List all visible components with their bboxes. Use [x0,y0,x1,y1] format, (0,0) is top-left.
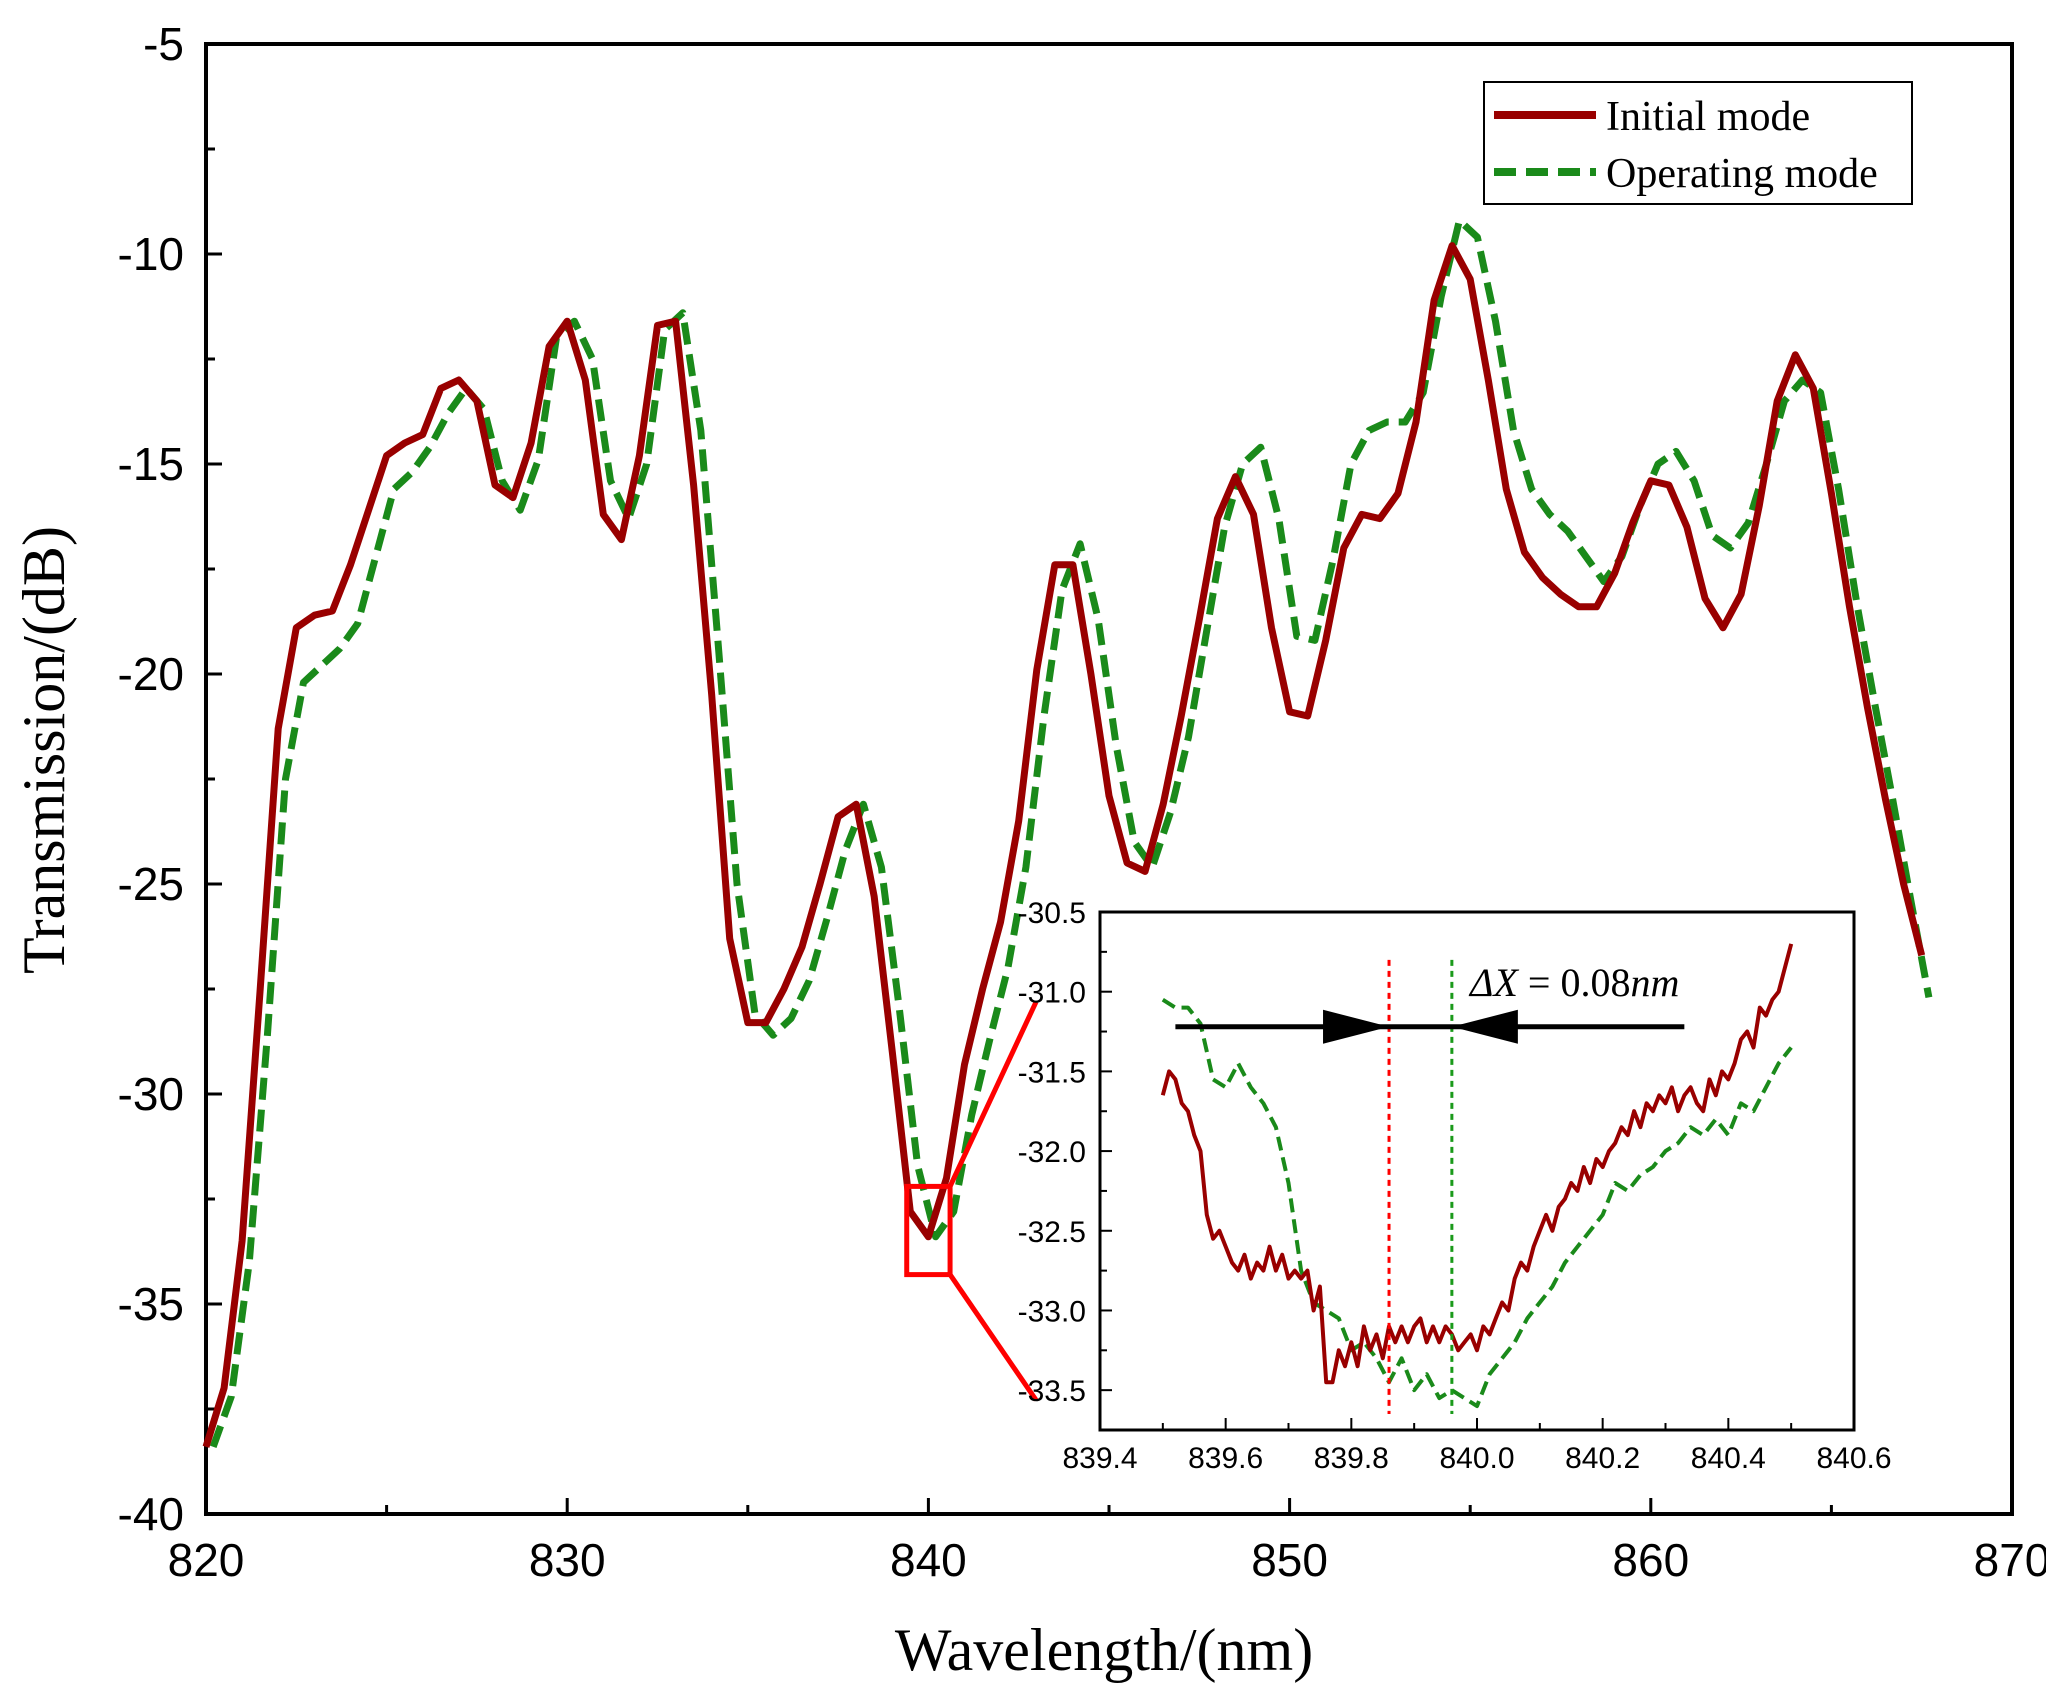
series-line-initial-mode [202,242,1926,1448]
inset-y-tick-label: -31.5 [1018,1056,1086,1089]
zoom-indicator [904,1000,1039,1402]
legend: Initial mode Operating mode [1483,81,1913,205]
y-tick-label: -40 [118,1488,184,1540]
inset-x-tick-labels: 839.4 839.6 839.8 840.0 840.2 840.4 840.6 [1062,1442,1891,1475]
main-y-tick-labels: -40 -35 -30 -25 -20 -15 -10 -5 [118,18,184,1540]
legend-label-initial: Initial mode [1606,94,1810,140]
legend-label-operating: Operating mode [1606,151,1878,197]
inset-x-tick-label: 840.4 [1691,1442,1766,1475]
main-axis-ticks [204,42,2014,1516]
inset-axis-ticks [1099,911,1855,1431]
zoom-connector-top [947,1000,1039,1188]
inset-series-line-initial-mode [1160,943,1794,1385]
inset-x-tick-label: 840.2 [1565,1442,1640,1475]
x-tick-label: 820 [168,1534,245,1586]
inset-y-tick-labels: -33.5 -33.0 -32.5 -32.0 -31.5 -31.0 -30.5 [1018,897,1086,1408]
inset-y-tick-label: -33.5 [1018,1375,1086,1408]
inset-x-tick-label: 840.0 [1439,1442,1514,1475]
x-tick-label: 860 [1612,1534,1689,1586]
arrow-head-left-pointing [1451,1009,1518,1044]
inset-chart: 839.4 839.6 839.8 840.0 840.2 840.4 840.6 -33.… [1018,897,1892,1475]
y-tick-label: -25 [118,858,184,910]
zoom-connector-bottom [948,1273,1039,1402]
inset-y-tick-label: -31.0 [1018,977,1086,1010]
delta-x-symbol: ΔX [1468,960,1519,1005]
x-axis-title: Wavelength/(nm) [895,1617,1313,1683]
inset-x-tick-label: 839.8 [1314,1442,1389,1475]
y-axis-title: Transmission/(dB) [11,526,77,974]
inset-series-line-operating-mode [1161,998,1793,1409]
delta-x-label: ΔX = 0.08nm [1468,960,1679,1005]
inset-y-tick-label: -32.5 [1018,1216,1086,1249]
x-tick-label: 830 [529,1534,606,1586]
y-tick-label: -30 [118,1068,184,1120]
inset-x-tick-label: 839.4 [1062,1442,1137,1475]
inset-y-tick-label: -30.5 [1018,897,1086,930]
delta-x-unit: nm [1630,960,1679,1005]
arrow-head-right-pointing [1323,1009,1390,1044]
main-series-layer [202,216,1933,1448]
y-tick-label: -15 [118,438,184,490]
x-tick-label: 850 [1251,1534,1328,1586]
y-tick-label: -5 [143,18,184,70]
inset-y-tick-label: -33.0 [1018,1295,1086,1328]
inset-series-layer [1160,943,1794,1409]
delta-x-value: = 0.08 [1518,960,1631,1005]
y-tick-label: -35 [118,1278,184,1330]
x-tick-label: 870 [1974,1534,2046,1586]
legend-box [1483,81,1913,205]
y-tick-label: -10 [118,228,184,280]
zoom-box [904,1183,953,1278]
inset-x-tick-label: 839.6 [1188,1442,1263,1475]
x-tick-label: 840 [890,1534,967,1586]
inset-x-tick-label: 840.6 [1816,1442,1891,1475]
y-tick-label: -20 [118,648,184,700]
inset-y-tick-label: -32.0 [1018,1136,1086,1169]
main-x-tick-labels: 820 830 840 850 860 870 [168,1534,2046,1586]
delta-x-annotation: ΔX = 0.08nm [1175,959,1685,1415]
